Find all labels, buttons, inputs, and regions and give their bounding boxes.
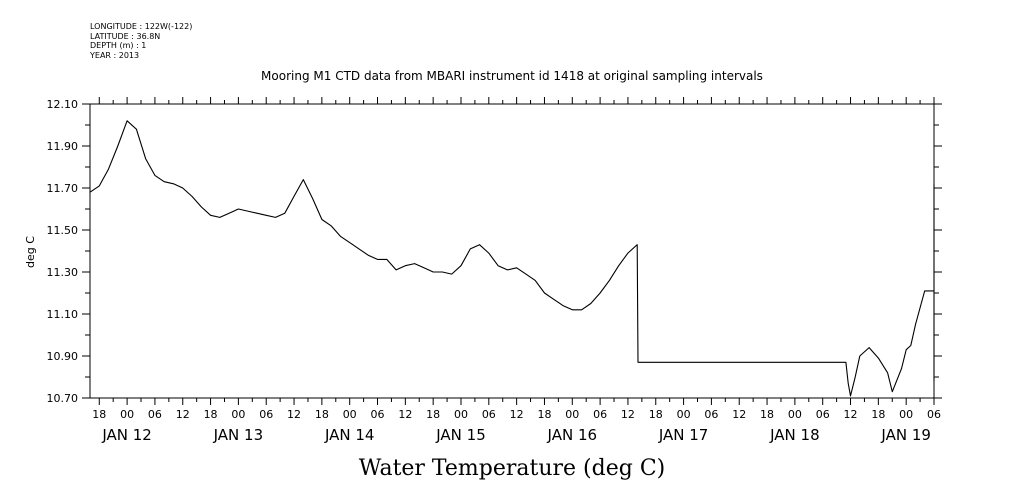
- x-day-label: JAN 13: [213, 426, 264, 444]
- x-tick-hour-label: 12: [844, 408, 858, 421]
- y-tick-label: 12.10: [47, 98, 79, 111]
- x-tick-hour-label: 18: [204, 408, 218, 421]
- chart-title: Mooring M1 CTD data from MBARI instrumen…: [261, 69, 763, 83]
- x-tick-hour-label: 00: [677, 408, 691, 421]
- latitude-label: LATITUDE : 36.8N: [90, 31, 161, 41]
- year-label: YEAR : 2013: [90, 50, 140, 60]
- x-tick-hour-label: 06: [482, 408, 496, 421]
- y-tick-label: 11.90: [47, 140, 79, 153]
- x-day-label: JAN 15: [435, 426, 486, 444]
- x-tick-hour-label: 12: [287, 408, 301, 421]
- x-tick-hour-label: 06: [148, 408, 162, 421]
- metadata-block: LONGITUDE : 122W(-122) LATITUDE : 36.8N …: [90, 22, 192, 60]
- x-tick-hour-label: 18: [537, 408, 551, 421]
- longitude-label: LONGITUDE : 122W(-122): [90, 22, 193, 31]
- depth-label: DEPTH (m) : 1: [90, 41, 147, 50]
- x-day-label: JAN 19: [880, 426, 931, 444]
- x-tick-hour-label: 06: [704, 408, 718, 421]
- x-day-label: JAN 14: [324, 426, 375, 444]
- plot-frame: [89, 103, 935, 399]
- y-tick-label: 11.70: [47, 182, 79, 195]
- x-tick-hour-label: 18: [871, 408, 885, 421]
- x-tick-hour-label: 06: [593, 408, 607, 421]
- x-day-label: JAN 18: [769, 426, 820, 444]
- x-axis-label: Water Temperature (deg C): [359, 456, 666, 481]
- x-tick-hour-label: 06: [927, 408, 941, 421]
- y-tick-label: 10.90: [47, 350, 79, 363]
- x-tick-hour-label: 18: [315, 408, 329, 421]
- x-tick-hour-label: 00: [343, 408, 357, 421]
- x-tick-hour-label: 00: [454, 408, 468, 421]
- y-tick-label: 11.50: [47, 224, 79, 237]
- temperature-series-line: [89, 120, 935, 397]
- x-tick-hour-label: 00: [231, 408, 245, 421]
- y-axis-label: deg C: [24, 236, 37, 268]
- x-tick-hour-label: 06: [816, 408, 830, 421]
- x-tick-hour-label: 18: [426, 408, 440, 421]
- x-tick-hour-label: 06: [259, 408, 273, 421]
- x-tick-hour-label: 18: [760, 408, 774, 421]
- x-day-label: JAN 12: [101, 426, 152, 444]
- x-day-label: JAN 17: [658, 426, 709, 444]
- x-tick-hour-label: 12: [732, 408, 746, 421]
- x-tick-hour-label: 12: [176, 408, 190, 421]
- y-tick-label: 11.30: [47, 266, 79, 279]
- y-tick-label: 11.10: [47, 308, 79, 321]
- tick-labels: 10.70 10.90 11.10 11.30 11.50 11.70 11.90 12.10…: [47, 98, 942, 444]
- x-tick-hour-label: 12: [621, 408, 635, 421]
- x-tick-hour-label: 00: [565, 408, 579, 421]
- x-tick-hour-label: 00: [899, 408, 913, 421]
- x-tick-hour-label: 06: [371, 408, 385, 421]
- x-tick-hour-label: 12: [510, 408, 524, 421]
- x-day-label: JAN 16: [547, 426, 598, 444]
- x-tick-hour-label: 00: [120, 408, 134, 421]
- x-tick-hour-label: 18: [649, 408, 663, 421]
- y-tick-label: 10.70: [47, 392, 79, 405]
- x-tick-hour-label: 18: [92, 408, 106, 421]
- axis-ticks: [82, 97, 942, 405]
- x-tick-hour-label: 12: [398, 408, 412, 421]
- x-tick-hour-label: 00: [788, 408, 802, 421]
